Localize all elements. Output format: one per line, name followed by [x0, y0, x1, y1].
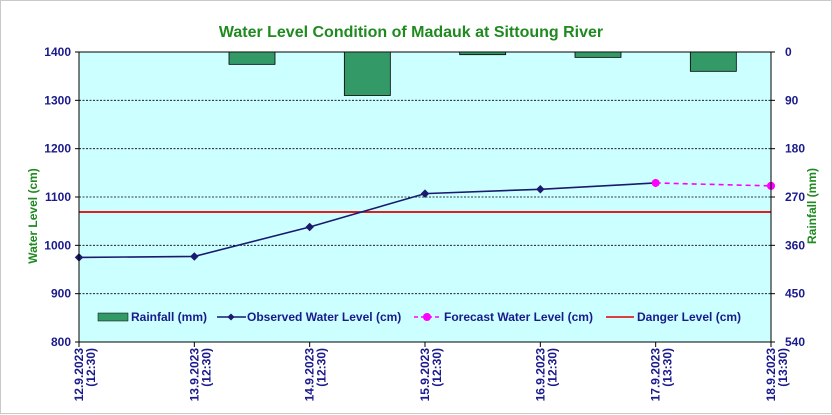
- rainfall-bar: [343, 51, 391, 96]
- x-tick-date: 17.9.2023: [649, 348, 663, 402]
- x-tick-time: (12:30): [545, 348, 559, 387]
- legend-swatch-rainfall: [97, 312, 129, 322]
- legend-marker-forecast: [423, 313, 431, 321]
- x-tick-time: (13:30): [661, 348, 675, 387]
- rainfall-bar: [689, 51, 737, 72]
- x-tick-date: 16.9.2023: [533, 348, 547, 402]
- rainfall-bar: [459, 51, 507, 56]
- rainfall-bar: [574, 51, 622, 58]
- y-tick-label: 1300: [44, 93, 71, 107]
- observed-point: [305, 222, 314, 232]
- y-tick-label: 800: [51, 335, 71, 349]
- x-tick-time: (12:30): [84, 348, 98, 387]
- axes: [75, 51, 775, 347]
- right-tick-labels: 0 90 180 270 360 450 540: [785, 45, 805, 349]
- left-tick-labels: 1400 1300 1200 1100 1000 900 800: [44, 45, 71, 349]
- y-tick-label: 1000: [44, 238, 71, 252]
- y-tick-label: 1400: [44, 45, 71, 59]
- x-tick-date: 12.9.2023: [72, 348, 86, 402]
- y-tick-label: 900: [51, 287, 71, 301]
- x-tick-time: (12:30): [315, 348, 329, 387]
- rainfall-bars: [228, 51, 737, 96]
- y2-tick-label: 0: [785, 45, 792, 59]
- y2-tick-label: 540: [785, 335, 805, 349]
- legend-marker-observed: [227, 313, 235, 321]
- legend-label-danger: Danger Level (cm): [637, 310, 741, 324]
- x-tick-date: 14.9.2023: [303, 348, 317, 402]
- x-tick-time: (13:30): [776, 348, 790, 387]
- x-tick-date: 15.9.2023: [418, 348, 432, 402]
- forecast-point: [651, 178, 660, 187]
- y2-tick-label: 90: [785, 93, 799, 107]
- y2-axis-label: Rainfall (mm): [805, 168, 819, 244]
- y2-tick-label: 450: [785, 287, 805, 301]
- legend-label-forecast: Forecast Water Level (cm): [444, 310, 593, 324]
- x-tick-date: 18.9.2023: [764, 348, 778, 402]
- y-axis-label: Water Level (cm): [26, 168, 40, 264]
- x-tick-time: (12:30): [430, 348, 444, 387]
- legend-label-observed: Observed Water Level (cm): [247, 310, 401, 324]
- legend-label-rainfall: Rainfall (mm): [131, 310, 207, 324]
- observed-point: [420, 189, 430, 198]
- y2-tick-label: 180: [785, 142, 805, 156]
- x-tick-time: (12:30): [199, 348, 213, 387]
- x-tick-date: 13.9.2023: [187, 348, 201, 402]
- legend: Rainfall (mm) Observed Water Level (cm) …: [97, 310, 741, 324]
- y2-tick-label: 360: [785, 238, 805, 252]
- rainfall-bar: [228, 51, 276, 65]
- y2-tick-label: 270: [785, 190, 805, 204]
- chart-title: Water Level Condition of Madauk at Sitto…: [219, 24, 603, 41]
- x-tick-labels: 12.9.2023(12:30) 13.9.2023(12:30) 14.9.202…: [72, 348, 790, 402]
- observed-point: [190, 252, 199, 261]
- y-tick-label: 1100: [45, 190, 71, 204]
- y-tick-label: 1200: [44, 142, 71, 156]
- observed-line: [78, 182, 656, 259]
- forecast-line: [655, 182, 772, 187]
